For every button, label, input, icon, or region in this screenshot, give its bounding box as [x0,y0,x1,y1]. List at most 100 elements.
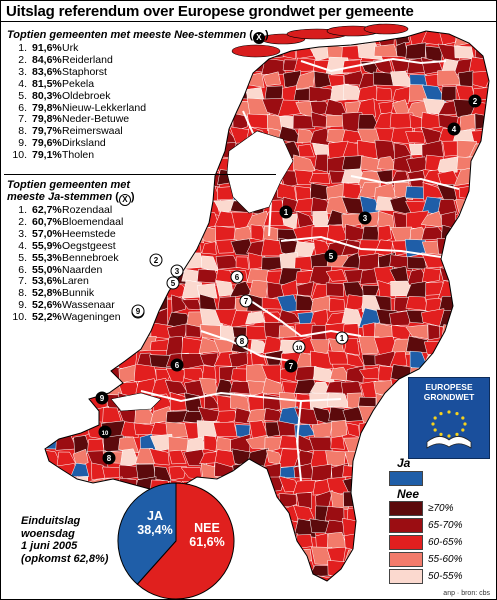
eu-star-icon [439,432,443,436]
nee-marker: 9 [95,391,109,405]
page-title: Uitslag referendum over Europese grondwe… [6,3,414,20]
ja-rank-pct: 62,7% [32,204,62,216]
europese-grondwet-badge: EUROPESE GRONDWET [408,377,490,459]
nee-rank-pct: 79,7% [32,125,62,138]
badge-line2: GRONDWET [423,391,475,402]
province-borders [140,57,460,482]
svg-text:1: 1 [284,208,289,217]
legend-swatch [389,501,423,516]
ja-marker: 1 [335,331,349,345]
nee-rank-row: 8. 79,7% Reimerswaal [7,125,146,138]
ja-rank-pct: 57,0% [32,227,62,240]
nee-rank-pct: 79,8% [32,113,62,126]
ja-marker: 8 [235,334,249,348]
svg-text:4: 4 [452,125,457,134]
ja-rank-rank: 7. [18,275,27,288]
eu-star-icon [455,412,459,416]
nee-marker: 7 [284,359,298,373]
ja-rank-pct: 55,3% [32,251,62,264]
legend-nee-class: 65-70% [389,518,462,533]
nee-rank-row: 6. 79,8% Nieuw-Lekkerland [7,101,147,115]
ja-rank-row: 5. 55,3% Bennebroek [7,251,123,265]
nee-rank-name: Neder-Betuwe [62,113,130,126]
nee-rank-pct: 81,5% [32,77,62,90]
nee-rank-name: Staphorst [62,65,107,78]
ja-rank-row: 8. 52,8% Bunnik [7,287,123,300]
book-stars-icon [426,410,472,449]
legend-class-label: 60-65% [428,537,463,548]
svg-text:7: 7 [244,297,249,306]
ja-ranking-list: 1. 62,7% Rozendaal 2. 60,7% Bloemendaal 3. 57,0… [7,204,123,324]
final-result-caption: Einduitslag woensdag 1 juni 2005 (opkoms… [21,515,108,565]
svg-text:1: 1 [340,334,345,343]
ja-rank-pct: 60,7% [32,215,62,228]
ja-rank-pct: 52,2% [32,311,62,324]
pie-slice-ja [117,482,177,585]
nee-rank-name: Reimerswaal [62,125,123,138]
eu-star-icon [463,422,467,426]
island [363,23,409,35]
ja-rank-pct: 55,9% [32,239,62,252]
ja-rank-row: 6. 55,0% Naarden [7,263,123,277]
final-line1: Einduitslag [21,515,81,527]
nee-marker: 10 [98,425,112,439]
ja-rank-name: Bunnik [62,287,95,300]
ja-rank-name: Oegstgeest [62,239,116,252]
legend-class-label: 65-70% [428,520,463,531]
ja-rank-name: Wageningen [62,311,121,324]
ja-symbol-icon: X [118,194,131,206]
ja-rank-rank: 4. [18,239,27,252]
ja-rank-row: 2. 60,7% Bloemendaal [7,215,123,229]
ja-rank-pct: 52,8% [32,287,62,300]
ja-rank-name: Laren [62,275,89,288]
svg-text:7: 7 [289,362,294,371]
legend-ja-item [389,471,428,486]
ja-rank-row: 1. 62,7% Rozendaal [7,204,123,217]
legend-swatch [389,552,423,567]
legend-swatch [389,569,423,584]
svg-text:9: 9 [100,394,105,403]
svg-text:2: 2 [473,97,478,106]
nee-ranking-list: 1. 91,6% Urk 2. 84,6% Reiderland 3. 83,6% Stapho… [7,42,147,162]
ja-marker: 3 [170,264,184,278]
ja-marker: 5 [166,276,180,290]
ja-marker: 7 [239,294,253,308]
title-divider [1,21,496,22]
nee-rank-row: 9. 79,6% Dirksland [7,137,146,150]
legend-swatch [389,535,423,550]
legend-class-label: ≥70% [428,503,454,514]
nee-rank-row: 10. 79,1% Tholen [7,149,146,162]
badge-line1: EUROPESE [425,382,473,392]
svg-text:8: 8 [240,337,245,346]
final-line2: woensdag [21,527,75,540]
nee-rank-pct: 79,1% [32,149,62,162]
ja-marker: 2 [149,253,163,267]
source-credit: anp · bron: cbs [443,590,490,597]
nee-rank-pct: 91,6% [32,42,62,54]
ja-rank-row: 10. 52,2% Wageningen [7,311,123,324]
nee-rank-rank: 5. [18,89,27,102]
ja-rank-rank: 8. [18,287,27,300]
nee-rank-rank: 9. [18,137,27,150]
ja-rank-rank: 6. [18,263,27,276]
svg-text:6: 6 [235,273,240,282]
nee-rank-name: Nieuw-Lekkerland [62,101,147,114]
pie-nee-name: NEE [194,521,220,535]
nee-rank-name: Oldebroek [62,89,111,102]
ja-rank-pct: 55,0% [32,263,62,276]
nee-symbol-icon: X [252,32,265,44]
nee-rank-rank: 10. [12,149,27,162]
nee-rank-row: 1. 91,6% Urk [7,42,146,55]
ja-heading-line1: Toptien gemeenten met [7,179,131,191]
ja-rank-rank: 10. [12,311,27,324]
eu-star-icon [439,412,443,416]
pie-slice-nee [136,482,235,599]
ja-rank-row: 4. 55,9% Oegstgeest [7,239,123,253]
ja-rank-pct: 52,6% [32,299,62,312]
eu-star-icon [433,428,437,432]
nee-list-heading: Toptien gemeenten met meeste Nee-stemmen… [7,29,269,44]
eu-star-icon [461,416,465,420]
ja-rank-name: Wassenaar [62,299,115,312]
